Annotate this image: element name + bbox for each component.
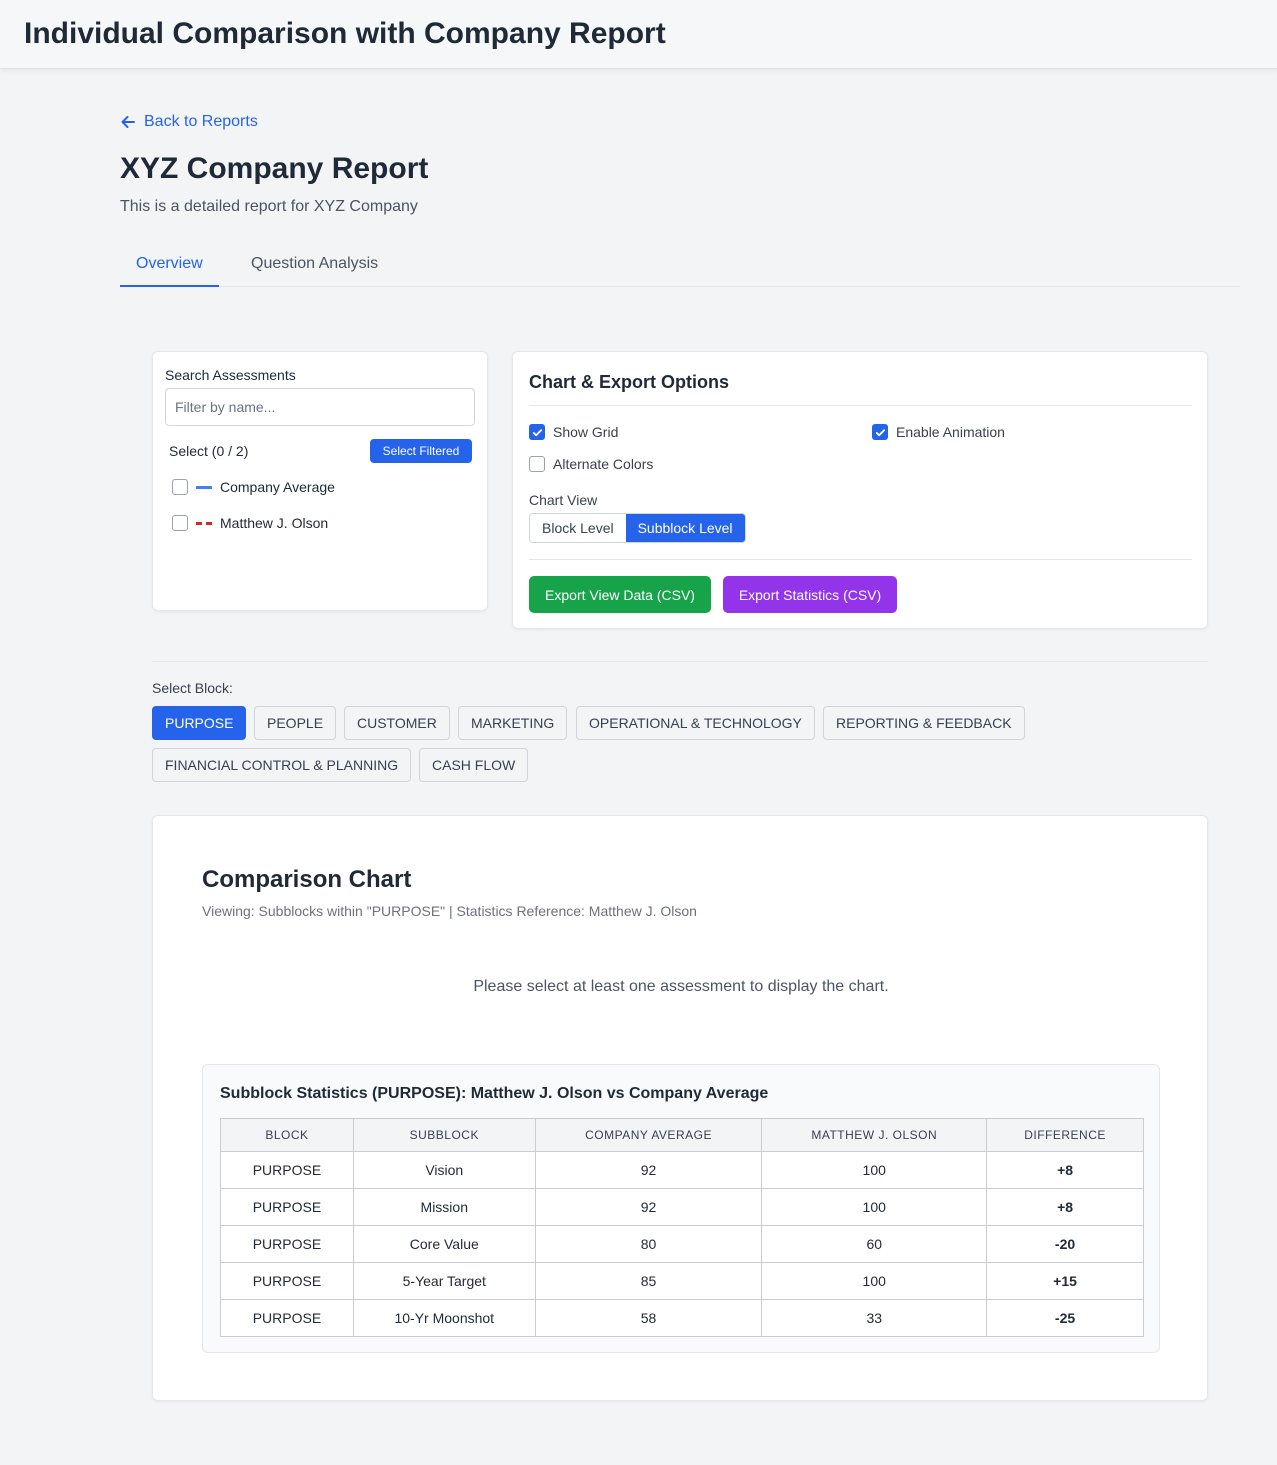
cell-company-average: 85 (534, 1262, 763, 1300)
report-subtitle: This is a detailed report for XYZ Compan… (120, 198, 418, 215)
assessment-item-company-average[interactable]: Company Average (172, 479, 335, 495)
cell-subblock: Core Value (352, 1225, 536, 1263)
options-divider (529, 559, 1192, 560)
block-button-financial-control-planning[interactable]: FINANCIAL CONTROL & PLANNING (152, 748, 412, 782)
block-button-marketing[interactable]: MARKETING (458, 706, 568, 740)
block-button-reporting-feedback[interactable]: REPORTING & FEEDBACK (823, 706, 1025, 740)
chart-subtitle: Viewing: Subblocks within "PURPOSE" | St… (202, 903, 697, 919)
table-row: PURPOSE Mission 92 100 +8 (220, 1188, 1144, 1226)
export-statistics-button[interactable]: Export Statistics (CSV) (723, 576, 897, 613)
subblock-level-button[interactable]: Subblock Level (625, 514, 745, 542)
select-count: Select (0 / 2) (169, 443, 249, 459)
cell-block: PURPOSE (220, 1299, 354, 1337)
block-button-people[interactable]: PEOPLE (254, 706, 337, 740)
search-input[interactable] (165, 388, 475, 426)
show-grid-toggle[interactable]: Show Grid (529, 424, 618, 440)
column-header-difference: DIFFERENCE (986, 1118, 1144, 1152)
cell-individual: 100 (761, 1188, 988, 1226)
report-tabs: Overview Question Analysis (120, 244, 1240, 287)
export-view-data-button[interactable]: Export View Data (CSV) (529, 576, 711, 613)
chart-export-options-panel: Chart & Export Options Show Grid Enable … (512, 351, 1208, 629)
search-label: Search Assessments (165, 367, 296, 383)
cell-block: PURPOSE (220, 1151, 354, 1189)
table-row: PURPOSE Core Value 80 60 -20 (220, 1225, 1144, 1263)
assessment-label: Matthew J. Olson (220, 515, 329, 531)
block-button-cash-flow[interactable]: CASH FLOW (419, 748, 529, 782)
chart-empty-message: Please select at least one assessment to… (473, 978, 889, 995)
dashed-line-legend-icon (196, 521, 212, 525)
cell-individual: 33 (761, 1299, 988, 1337)
cell-difference: -20 (986, 1225, 1144, 1263)
select-block-label: Select Block: (152, 680, 233, 696)
cell-difference: -25 (986, 1299, 1144, 1337)
search-assessments-panel: Search Assessments Select (0 / 2) Select… (152, 351, 488, 611)
check-icon (875, 428, 885, 436)
table-row: PURPOSE Vision 92 100 +8 (220, 1151, 1144, 1189)
cell-subblock: Mission (352, 1188, 536, 1226)
show-grid-label: Show Grid (553, 424, 619, 440)
table-row: PURPOSE 10-Yr Moonshot 58 33 -25 (220, 1299, 1144, 1337)
chart-title: Comparison Chart (202, 866, 412, 893)
cell-block: PURPOSE (220, 1188, 354, 1226)
arrow-left-icon (121, 116, 135, 128)
back-to-reports-link[interactable]: Back to Reports (120, 113, 258, 131)
enable-animation-toggle[interactable]: Enable Animation (872, 424, 1005, 440)
cell-block: PURPOSE (220, 1262, 354, 1300)
block-button-purpose[interactable]: PURPOSE (152, 706, 247, 740)
statistics-table: BLOCK SUBBLOCK COMPANY AVERAGE MATTHEW J… (220, 1118, 1144, 1337)
check-icon (532, 428, 542, 436)
alternate-colors-label: Alternate Colors (553, 456, 654, 472)
cell-difference: +8 (986, 1188, 1144, 1226)
checkbox-checked[interactable] (872, 424, 888, 440)
subblock-statistics-panel: Subblock Statistics (PURPOSE): Matthew J… (202, 1064, 1160, 1353)
tab-overview[interactable]: Overview (120, 244, 219, 287)
options-title: Chart & Export Options (529, 372, 730, 392)
assessment-label: Company Average (220, 479, 335, 495)
cell-subblock: Vision (352, 1151, 536, 1189)
cell-subblock: 5-Year Target (352, 1262, 536, 1300)
options-divider (529, 405, 1192, 406)
cell-subblock: 10-Yr Moonshot (352, 1299, 536, 1337)
block-button-operational-technology[interactable]: OPERATIONAL & TECHNOLOGY (576, 706, 815, 740)
block-button-customer[interactable]: CUSTOMER (344, 706, 450, 740)
cell-individual: 100 (761, 1262, 988, 1300)
column-header-block: BLOCK (220, 1118, 354, 1152)
tab-question-analysis[interactable]: Question Analysis (251, 255, 379, 272)
checkbox-checked[interactable] (529, 424, 545, 440)
cell-company-average: 92 (534, 1151, 763, 1189)
chart-view-label: Chart View (529, 492, 598, 508)
report-title: XYZ Company Report (120, 152, 429, 185)
assessment-checkbox[interactable] (172, 515, 188, 531)
assessment-item-matthew-olson[interactable]: Matthew J. Olson (172, 515, 328, 531)
cell-individual: 100 (761, 1151, 988, 1189)
assessment-checkbox[interactable] (172, 479, 188, 495)
top-bar: Individual Comparison with Company Repor… (0, 0, 1277, 69)
cell-company-average: 58 (534, 1299, 763, 1337)
select-filtered-button[interactable]: Select Filtered (370, 439, 472, 463)
cell-individual: 60 (761, 1225, 988, 1263)
cell-company-average: 92 (534, 1188, 763, 1226)
column-header-individual: MATTHEW J. OLSON (761, 1118, 988, 1152)
chart-view-selector: Block Level Subblock Level (529, 513, 746, 543)
enable-animation-label: Enable Animation (896, 424, 1005, 440)
comparison-chart-panel: Comparison Chart Viewing: Subblocks with… (152, 815, 1208, 1401)
section-divider (152, 661, 1208, 662)
cell-block: PURPOSE (220, 1225, 354, 1263)
table-row: PURPOSE 5-Year Target 85 100 +15 (220, 1262, 1144, 1300)
alternate-colors-toggle[interactable]: Alternate Colors (529, 456, 653, 472)
column-header-subblock: SUBBLOCK (352, 1118, 536, 1152)
cell-difference: +8 (986, 1151, 1144, 1189)
back-link-label: Back to Reports (144, 113, 258, 130)
solid-line-legend-icon (196, 485, 212, 489)
page-header-title: Individual Comparison with Company Repor… (24, 17, 666, 50)
cell-difference: +15 (986, 1262, 1144, 1300)
column-header-company-average: COMPANY AVERAGE (534, 1118, 763, 1152)
block-level-button[interactable]: Block Level (530, 514, 626, 542)
cell-company-average: 80 (534, 1225, 763, 1263)
checkbox-unchecked[interactable] (529, 456, 545, 472)
table-header-row: BLOCK SUBBLOCK COMPANY AVERAGE MATTHEW J… (220, 1118, 1144, 1152)
statistics-title: Subblock Statistics (PURPOSE): Matthew J… (220, 1085, 769, 1102)
